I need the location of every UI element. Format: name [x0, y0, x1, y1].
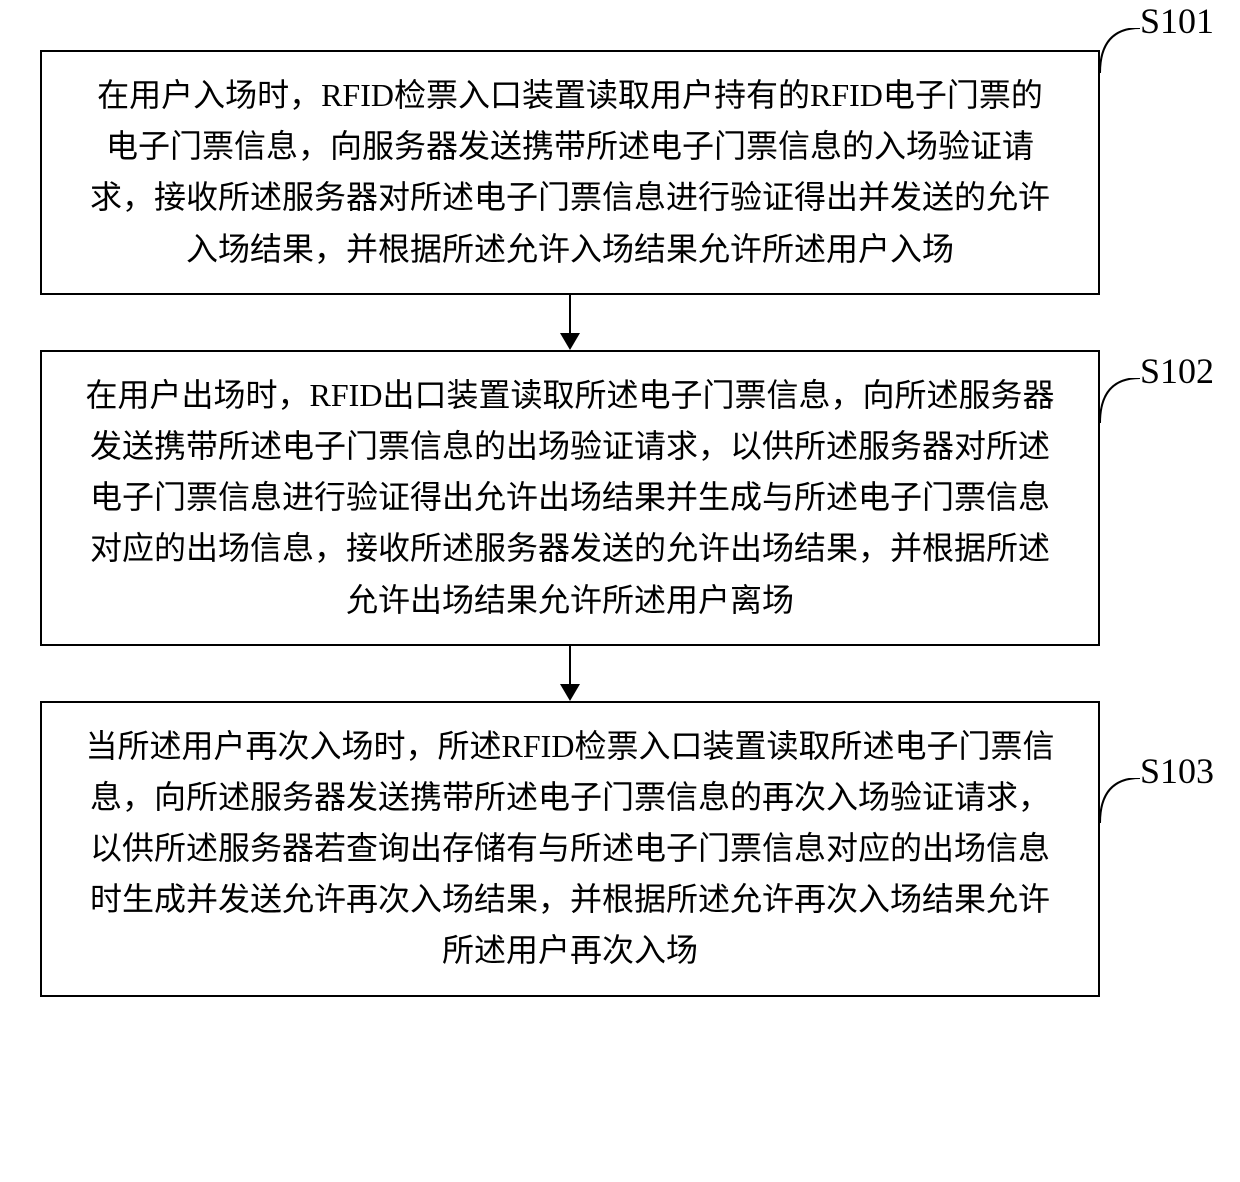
step-label-s103: S103 — [1140, 750, 1214, 792]
step-box-s102: 在用户出场时，RFID出口装置读取所述电子门票信息，向所述服务器发送携带所述电子… — [40, 350, 1100, 646]
step-box-s101: 在用户入场时，RFID检票入口装置读取用户持有的RFID电子门票的电子门票信息，… — [40, 50, 1100, 295]
step-box-s103: 当所述用户再次入场时，所述RFID检票入口装置读取所述电子门票信息，向所述服务器… — [40, 701, 1100, 997]
step-label-s102: S102 — [1140, 350, 1214, 392]
arrow-s102-s103 — [40, 646, 1100, 701]
arrow-s101-s102 — [40, 295, 1100, 350]
label-curve-s102 — [1100, 378, 1150, 428]
label-curve-s103 — [1100, 778, 1150, 828]
flowchart-container: S101 在用户入场时，RFID检票入口装置读取用户持有的RFID电子门票的电子… — [0, 0, 1240, 1182]
step-label-s101: S101 — [1140, 0, 1214, 42]
label-curve-s101 — [1100, 28, 1150, 78]
